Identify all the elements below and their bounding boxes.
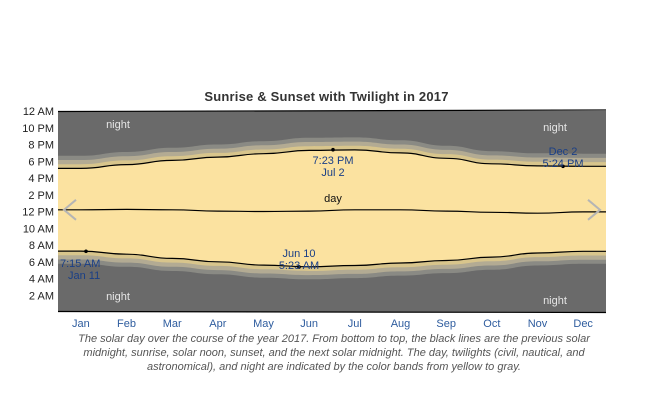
band-labels: night night night night day: [106, 119, 567, 307]
prev-arrow-icon[interactable]: [62, 199, 77, 221]
y-tick-label: 12 PM: [22, 207, 54, 219]
x-tick-label: Jan: [72, 318, 90, 330]
annotation-label: 5:24 PM: [543, 158, 584, 170]
solar-noon-line: [58, 208, 606, 214]
x-axis-ticks: Jan Feb Mar Apr May Jun Jul Aug Sep Oct Nov Dec: [72, 318, 593, 330]
x-tick-label: Jul: [348, 318, 362, 330]
x-tick-label: Nov: [528, 318, 548, 330]
next-arrow-icon[interactable]: [587, 199, 602, 221]
y-tick-label: 6 AM: [29, 257, 54, 269]
nav-arrows: [62, 199, 602, 221]
annotation-point: [84, 249, 88, 254]
y-tick-label: 12 AM: [23, 106, 54, 118]
y-tick-label: 2 AM: [29, 290, 54, 302]
x-tick-label: Apr: [209, 318, 226, 330]
y-axis-ticks: 12 AM 10 PM 8 PM 6 PM 4 PM 2 PM 12 PM 10 AM 8 AM…: [22, 106, 54, 302]
day-band: [58, 149, 606, 267]
y-tick-label: 4 AM: [29, 274, 54, 286]
x-tick-label: Feb: [117, 318, 136, 330]
x-tick-label: May: [253, 318, 274, 330]
annotation-point: [297, 265, 301, 269]
annotation-point: [331, 147, 335, 152]
annotation-label: 5:23 AM: [279, 260, 319, 272]
x-tick-label: Dec: [573, 318, 593, 330]
annotation-label: Dec 2: [549, 146, 578, 158]
color-bands: [58, 111, 606, 312]
day-label: day: [324, 193, 342, 205]
night-label: night: [543, 122, 567, 134]
line-series: [57, 109, 607, 314]
y-tick-label: 8 AM: [29, 240, 54, 252]
chart-title: Sunrise & Sunset with Twilight in 2017: [204, 89, 449, 104]
x-tick-label: Oct: [483, 318, 500, 330]
annotation-label: 7:15 AM: [60, 258, 100, 270]
x-tick-label: Sep: [436, 318, 456, 330]
x-tick-label: Mar: [163, 318, 182, 330]
x-tick-label: Jun: [300, 318, 318, 330]
next-midnight-line: [57, 109, 607, 113]
y-tick-label: 10 AM: [23, 223, 54, 235]
night-label: night: [543, 295, 567, 307]
sunrise-line: [57, 250, 606, 268]
annotation-label: 7:23 PM: [313, 155, 354, 167]
night-label: night: [106, 291, 130, 303]
y-tick-label: 2 PM: [28, 190, 54, 202]
y-tick-label: 4 PM: [28, 173, 54, 185]
annotation-label: Jan 11: [68, 270, 100, 282]
previous-midnight-line: [57, 310, 607, 314]
night-label: night: [106, 119, 130, 131]
annotation-label: Jul 2: [321, 167, 344, 179]
y-tick-label: 10 PM: [22, 123, 54, 135]
annotation-label: Jun 10: [282, 248, 315, 260]
x-tick-label: Aug: [391, 318, 411, 330]
figure-caption: The solar day over the course of the yea…: [78, 333, 590, 373]
y-tick-label: 8 PM: [28, 140, 54, 152]
y-tick-label: 6 PM: [28, 156, 54, 168]
annotation-point: [561, 164, 565, 169]
